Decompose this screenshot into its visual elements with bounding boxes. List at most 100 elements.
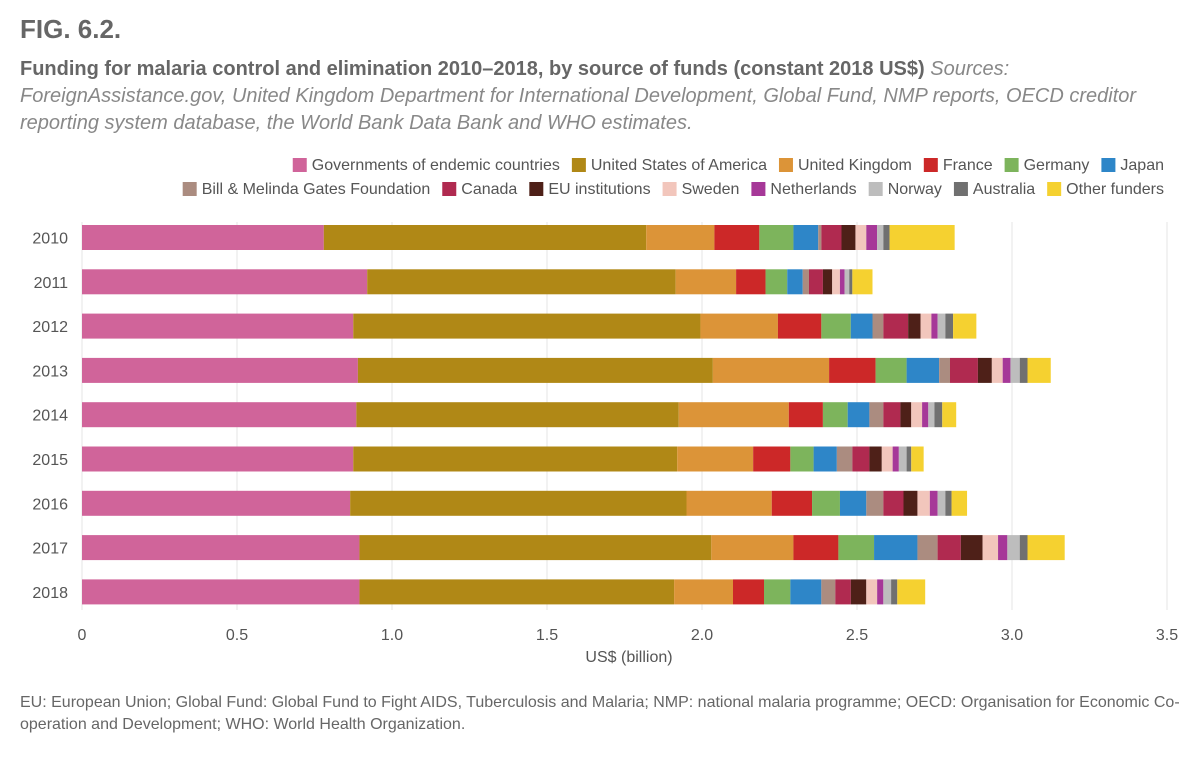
legend-swatch (529, 182, 544, 196)
bar-2015-bill-and-melinda-gates-foundation (836, 446, 853, 472)
bar-2011-united-kingdom (675, 269, 737, 295)
y-tick-label-2012: 2012 (32, 319, 68, 336)
bar-2010-united-states-of-america (323, 225, 647, 250)
bar-2011-bill-and-melinda-gates-foundation (802, 269, 809, 295)
x-tick-label: 2.0 (691, 627, 713, 644)
x-tick-label: 3.0 (1001, 627, 1023, 644)
legend-swatch (1004, 158, 1019, 172)
bar-2018-governments-of-endemic-countries (82, 579, 360, 605)
bar-2015-united-kingdom (677, 446, 754, 472)
bar-2012-france (777, 313, 822, 339)
bar-2018-france (733, 579, 764, 605)
legend-item-canada: Canada (442, 181, 517, 198)
bar-2018-norway (883, 579, 892, 605)
y-tick-label-2015: 2015 (32, 452, 68, 469)
bar-2012-norway (937, 313, 946, 339)
bar-2015-sweden (881, 446, 893, 472)
bar-2016-canada (883, 490, 904, 516)
y-tick-label-2017: 2017 (32, 541, 68, 558)
bar-2015-united-states-of-america (353, 446, 678, 472)
bar-2011-canada (808, 269, 823, 295)
bars (82, 225, 1065, 605)
bar-2013-canada (950, 357, 978, 383)
bar-2016-eu-institutions (903, 490, 918, 516)
bar-2017-united-states-of-america (359, 535, 712, 561)
bar-2017-bill-and-melinda-gates-foundation (917, 535, 938, 561)
legend-swatch (1101, 158, 1116, 172)
bar-2016-united-states-of-america (350, 490, 687, 516)
bar-2012-united-states-of-america (353, 313, 701, 339)
bar-2018-canada (835, 579, 851, 605)
legend-label: Governments of endemic countries (312, 157, 560, 174)
bar-2014-japan (847, 402, 870, 428)
bar-2011-australia (849, 269, 853, 295)
legend-swatch (923, 158, 938, 172)
legend-label: Bill & Melinda Gates Foundation (202, 181, 431, 198)
bar-2012-australia (945, 313, 954, 339)
bar-2012-netherlands (931, 313, 938, 339)
legend-label: Netherlands (770, 181, 856, 198)
bar-2017-germany (838, 535, 875, 561)
bar-2015-governments-of-endemic-countries (82, 446, 354, 472)
y-axis-ticks: 2010 2011 2012 2013 2014 2015 2016 2017 2018 (32, 231, 68, 602)
bar-2015-canada (852, 446, 870, 472)
legend-swatch (662, 182, 677, 196)
bar-2017-australia (1019, 535, 1028, 561)
bar-2014-netherlands (922, 402, 929, 428)
bar-2010-bill-and-melinda-gates-foundation (818, 225, 822, 250)
y-tick-label-2011: 2011 (34, 275, 69, 292)
bar-2014-united-kingdom (678, 402, 789, 428)
bar-2016-bill-and-melinda-gates-foundation (866, 490, 884, 516)
bar-2010-germany (759, 225, 794, 250)
x-tick-label: 1.5 (536, 627, 558, 644)
bar-2017-norway (1007, 535, 1020, 561)
legend-label: Canada (461, 181, 517, 198)
bar-2010-japan (793, 225, 819, 250)
bar-2011-netherlands (839, 269, 845, 295)
legend-item-japan: Japan (1101, 157, 1164, 174)
bar-2016-netherlands (929, 490, 938, 516)
bar-2010-eu-institutions (841, 225, 856, 250)
footnote: EU: European Union; Global Fund: Global … (20, 694, 1180, 733)
bar-2011-other-funders (852, 269, 873, 295)
bar-2014-other-funders (942, 402, 957, 428)
x-tick-label: 3.5 (1156, 627, 1178, 644)
figure-sources: Sources: ForeignAssistance.gov, United K… (20, 58, 1137, 134)
bar-2011-germany (765, 269, 788, 295)
bar-2016-norway (937, 490, 946, 516)
bar-2014-france (788, 402, 823, 428)
legend-item-sweden: Sweden (662, 181, 739, 198)
legend-item-australia: Australia (953, 181, 1035, 198)
legend-swatch (1047, 182, 1062, 196)
bar-2014-norway (928, 402, 935, 428)
legend-label: EU institutions (548, 181, 650, 198)
legend-item-norway: Norway (868, 181, 942, 198)
bar-2010-france (714, 225, 760, 250)
bar-2013-bill-and-melinda-gates-foundation (939, 357, 950, 383)
bar-2018-australia (891, 579, 898, 605)
legend-label: Germany (1024, 157, 1090, 174)
bar-2018-germany (764, 579, 791, 605)
y-tick-label-2016: 2016 (32, 496, 68, 513)
bar-2013-governments-of-endemic-countries (82, 357, 358, 383)
bar-2016-japan (839, 490, 867, 516)
bar-2011-governments-of-endemic-countries (82, 269, 368, 295)
y-tick-label-2010: 2010 (32, 231, 68, 248)
bar-2015-germany (790, 446, 814, 472)
bar-2013-japan (906, 357, 940, 383)
bar-2012-other-funders (953, 313, 977, 339)
x-axis-ticks: 0 0.5 1.0 1.5 2.0 2.5 3.0 3.5 (78, 627, 1179, 644)
bar-2016-other-funders (951, 490, 968, 516)
y-tick-label-2018: 2018 (32, 585, 68, 602)
bar-2013-united-states-of-america (357, 357, 713, 383)
figure-label: FIG. 6.2. (20, 14, 122, 44)
bar-2018-bill-and-melinda-gates-foundation (821, 579, 836, 605)
legend-swatch (571, 158, 586, 172)
legend-swatch (868, 182, 883, 196)
bar-2014-australia (934, 402, 943, 428)
bar-2016-australia (945, 490, 952, 516)
legend-item-eu-institutions: EU institutions (529, 181, 651, 198)
bar-2017-france (793, 535, 839, 561)
bar-2018-netherlands (877, 579, 884, 605)
bar-2018-sweden (866, 579, 878, 605)
